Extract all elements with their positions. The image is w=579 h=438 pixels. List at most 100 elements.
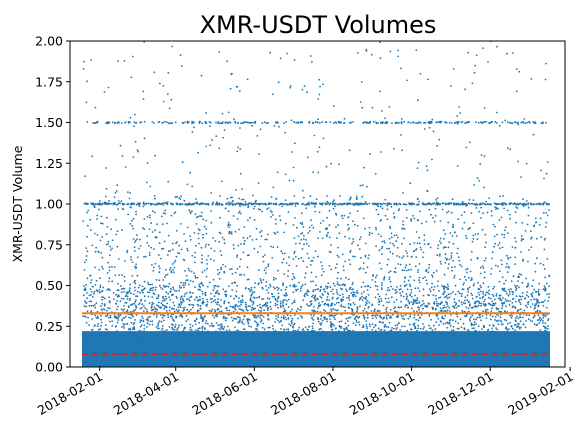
scatter-point: [295, 288, 297, 291]
scatter-point: [288, 179, 291, 182]
scatter-point: [513, 121, 516, 124]
scatter-point: [446, 309, 449, 312]
scatter-point: [328, 209, 331, 212]
scatter-point: [151, 301, 154, 304]
scatter-point: [397, 334, 400, 337]
scatter-point: [328, 224, 331, 227]
scatter-point: [146, 326, 148, 328]
scatter-point: [523, 309, 526, 312]
scatter-point: [384, 341, 387, 343]
scatter-point: [548, 274, 550, 277]
scatter-point: [433, 202, 436, 205]
scatter-point: [191, 338, 194, 341]
scatter-point: [284, 222, 287, 225]
scatter-point: [86, 339, 89, 342]
scatter-point: [445, 337, 448, 340]
scatter-point: [428, 294, 430, 296]
scatter-point: [338, 232, 341, 235]
scatter-point: [230, 73, 233, 76]
scatter-point: [171, 45, 174, 48]
scatter-point: [90, 229, 92, 231]
scatter-point: [336, 254, 339, 257]
scatter-point: [478, 294, 481, 296]
scatter-point: [515, 295, 518, 298]
scatter-point: [488, 324, 491, 327]
scatter-point: [93, 232, 96, 235]
scatter-point: [336, 283, 339, 286]
scatter-point: [435, 315, 438, 317]
scatter-point: [469, 320, 471, 322]
scatter-point: [201, 320, 204, 323]
scatter-point: [174, 259, 177, 262]
scatter-point: [154, 154, 156, 157]
scatter-point: [478, 300, 480, 303]
scatter-point: [230, 231, 233, 233]
scatter-point: [380, 247, 383, 250]
scatter-point: [161, 288, 164, 291]
scatter-point: [512, 336, 515, 339]
scatter-point: [503, 233, 506, 236]
scatter-point: [180, 303, 183, 305]
scatter-point: [356, 309, 359, 311]
scatter-point: [88, 324, 90, 326]
scatter-point: [179, 54, 182, 56]
scatter-point: [368, 233, 371, 236]
scatter-point: [514, 319, 517, 322]
scatter-point: [506, 271, 509, 273]
scatter-point: [423, 234, 426, 237]
scatter-point: [206, 300, 209, 303]
scatter-point: [321, 300, 324, 303]
scatter-point: [207, 243, 210, 246]
scatter-point: [413, 324, 416, 327]
scatter-point: [399, 285, 402, 287]
scatter-point: [321, 337, 324, 340]
scatter-point: [111, 280, 114, 283]
scatter-point: [94, 203, 97, 206]
scatter-point: [381, 281, 383, 284]
scatter-point: [375, 208, 378, 211]
scatter-point: [374, 281, 377, 283]
scatter-point: [487, 328, 490, 331]
scatter-point: [542, 211, 545, 214]
scatter-point: [472, 222, 475, 225]
scatter-point: [422, 323, 424, 325]
scatter-point: [498, 340, 501, 343]
scatter-point: [381, 240, 384, 243]
scatter-point: [234, 203, 237, 206]
scatter-point: [349, 263, 352, 266]
scatter-point: [143, 336, 146, 339]
scatter-point: [394, 340, 397, 343]
scatter-point: [142, 227, 144, 229]
scatter-point: [302, 238, 305, 240]
scatter-point: [461, 303, 463, 306]
scatter-point: [427, 202, 430, 205]
scatter-point: [263, 121, 266, 124]
scatter-point: [412, 250, 415, 253]
scatter-point: [506, 209, 509, 212]
scatter-point: [343, 284, 346, 287]
scatter-point: [545, 327, 548, 329]
scatter-point: [503, 282, 505, 285]
scatter-point: [297, 235, 300, 238]
scatter-point: [530, 293, 533, 296]
scatter-point: [540, 336, 543, 339]
scatter-point: [214, 310, 217, 313]
scatter-point: [371, 303, 374, 306]
scatter-point: [303, 330, 305, 332]
scatter-point: [201, 261, 204, 264]
scatter-point: [446, 303, 448, 305]
scatter-point: [401, 290, 404, 293]
scatter-point: [188, 283, 190, 286]
scatter-point: [497, 265, 499, 268]
scatter-point: [328, 203, 331, 206]
scatter-point: [216, 290, 219, 292]
scatter-point: [509, 217, 511, 220]
scatter-point: [283, 317, 285, 320]
scatter-point: [444, 257, 447, 259]
scatter-point: [203, 269, 206, 272]
scatter-point: [344, 322, 347, 325]
scatter-point: [522, 205, 525, 208]
scatter-point: [204, 291, 207, 294]
scatter-point: [527, 203, 529, 206]
scatter-point: [82, 294, 85, 297]
